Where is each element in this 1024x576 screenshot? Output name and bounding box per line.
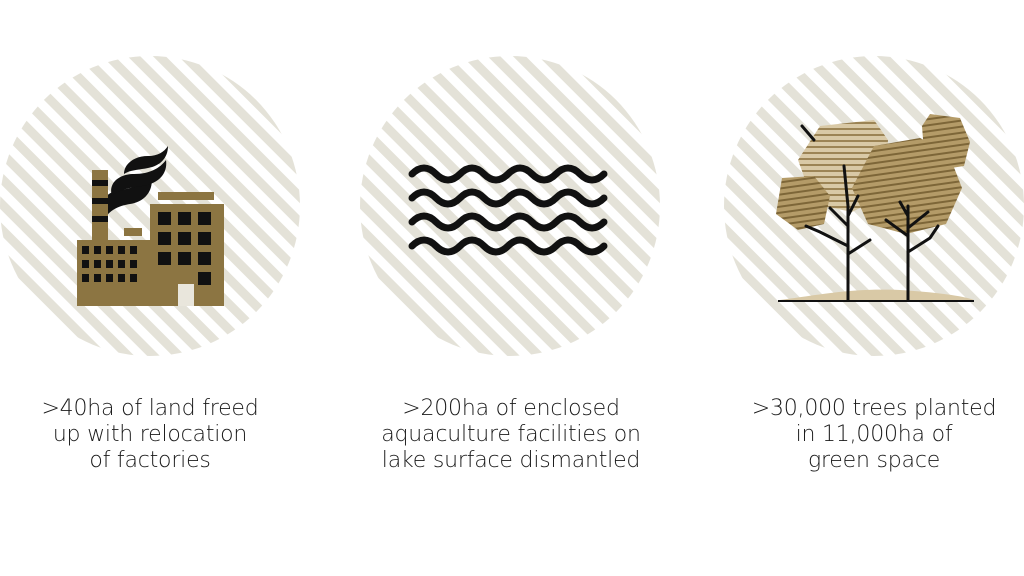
waves-icon bbox=[360, 56, 660, 356]
caption-line: aquaculture facilities on bbox=[381, 422, 641, 447]
stat-factories: >40ha of land freed up with relocation o… bbox=[0, 0, 320, 576]
stat-aquaculture: >200ha of enclosed aquaculture facilitie… bbox=[352, 0, 672, 576]
factory-badge bbox=[0, 56, 300, 356]
caption-line: >200ha of enclosed bbox=[402, 396, 620, 421]
caption-line: >40ha of land freed bbox=[41, 396, 259, 421]
factories-caption: >40ha of land freed up with relocation o… bbox=[0, 396, 310, 474]
caption-line: of factories bbox=[89, 448, 211, 473]
caption-line: lake surface dismantled bbox=[381, 448, 641, 473]
trees-badge bbox=[724, 56, 1024, 356]
aquaculture-caption: >200ha of enclosed aquaculture facilitie… bbox=[351, 396, 671, 474]
stat-trees: >30,000 trees planted in 11,000ha of gre… bbox=[704, 0, 1024, 576]
caption-line: up with relocation bbox=[52, 422, 248, 447]
trees-caption: >30,000 trees planted in 11,000ha of gre… bbox=[714, 396, 1024, 474]
caption-line: in 11,000ha of bbox=[795, 422, 953, 447]
waves-badge bbox=[360, 56, 660, 356]
factory-icon bbox=[0, 56, 300, 356]
caption-line: green space bbox=[807, 448, 941, 473]
caption-line: >30,000 trees planted bbox=[751, 396, 997, 421]
trees-icon bbox=[724, 56, 1024, 356]
